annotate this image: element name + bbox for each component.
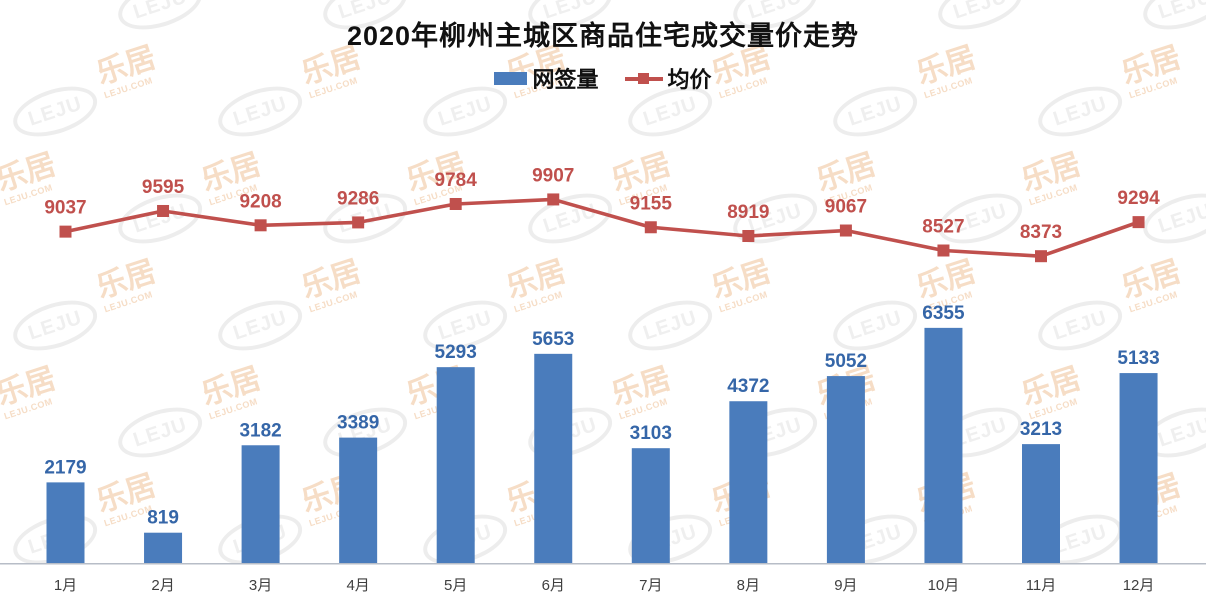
x-tick-9月: 9月: [834, 577, 857, 594]
bar-1月: [46, 482, 85, 563]
bar-label-2月: 819: [147, 508, 179, 529]
bar-3月: [241, 445, 280, 563]
bar-4月: [339, 437, 378, 563]
line-swatch-marker-icon: [637, 72, 649, 84]
line-marker-9月: [839, 224, 852, 237]
line-label-11月: 8373: [1020, 222, 1062, 243]
legend-label-bar-series: 网签量: [532, 67, 599, 92]
line-label-10月: 8527: [922, 217, 964, 238]
legend-label-line-series: 均价: [667, 67, 712, 92]
bar-10月: [924, 327, 963, 563]
line-label-3月: 9208: [239, 191, 281, 212]
line-label-4月: 9286: [337, 188, 379, 209]
line-label-5月: 9784: [435, 170, 478, 191]
line-label-1月: 9037: [44, 198, 86, 219]
line-label-9月: 9067: [825, 197, 867, 218]
bar-5月: [436, 367, 475, 563]
line-marker-2月: [157, 204, 170, 217]
line-marker-4月: [352, 216, 365, 229]
x-tick-10月: 10月: [928, 577, 960, 594]
line-marker-8月: [742, 229, 755, 242]
line-marker-6月: [547, 193, 560, 206]
line-marker-11月: [1035, 250, 1047, 263]
line-marker-10月: [937, 244, 950, 257]
x-tick-4月: 4月: [346, 577, 369, 594]
line-marker-1月: [59, 225, 72, 238]
bar-label-11月: 3213: [1020, 419, 1062, 440]
bar-label-8月: 4372: [727, 376, 769, 397]
line-marker-3月: [254, 219, 267, 232]
x-tick-11月: 11月: [1026, 577, 1057, 594]
bar-label-9月: 5052: [825, 351, 867, 372]
x-tick-3月: 3月: [249, 577, 272, 594]
legend-item-bar-series: 网签量: [494, 62, 599, 94]
line-marker-7月: [644, 221, 657, 234]
bar-6月: [534, 353, 573, 563]
bar-label-5月: 5293: [435, 342, 477, 363]
x-tick-7月: 7月: [639, 577, 662, 594]
line-label-6月: 9907: [532, 165, 574, 186]
line-label-8月: 8919: [727, 202, 769, 223]
x-tick-2月: 2月: [151, 577, 174, 594]
bar-label-12月: 5133: [1117, 348, 1159, 369]
bar-label-6月: 5653: [532, 329, 574, 350]
bar-2月: [144, 532, 183, 563]
chart-title: 2020年柳州主城区商品住宅成交量价走势: [346, 21, 860, 51]
bar-label-1月: 2179: [44, 457, 86, 478]
line-label-7月: 9155: [630, 193, 673, 214]
bar-11月: [1022, 444, 1060, 563]
bar-9月: [826, 376, 865, 563]
bar-label-10月: 6355: [922, 303, 965, 324]
x-tick-6月: 6月: [542, 577, 565, 594]
bar-8月: [729, 401, 768, 563]
x-tick-1月: 1月: [54, 577, 77, 594]
line-series-swatch: [624, 72, 663, 85]
line-label-12月: 9294: [1117, 188, 1160, 209]
price-line: [63, 197, 1141, 258]
line-marker-5月: [449, 197, 462, 210]
x-tick-8月: 8月: [737, 577, 760, 594]
bar-7月: [631, 448, 670, 563]
line-marker-12月: [1132, 216, 1145, 229]
x-tick-12月: 12月: [1123, 577, 1155, 594]
bar-label-3月: 3182: [239, 420, 281, 441]
line-label-2月: 9595: [142, 177, 185, 198]
legend-item-line-series: 均价: [624, 62, 712, 94]
bar-series-swatch: [494, 71, 528, 85]
bar-label-4月: 3389: [337, 413, 379, 434]
x-tick-5月: 5月: [444, 577, 467, 594]
chart-legend: 网签量 均价: [0, 62, 1206, 94]
bar-12月: [1119, 373, 1158, 563]
bar-label-7月: 3103: [630, 423, 672, 444]
